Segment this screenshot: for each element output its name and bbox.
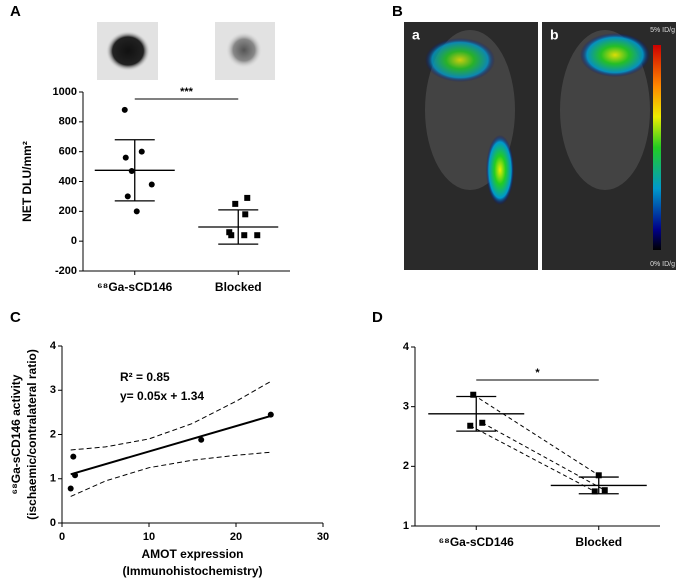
uptake xyxy=(486,135,514,205)
y-tick-label: 1 xyxy=(403,520,409,532)
y-tick-label: 600 xyxy=(59,146,77,158)
significance-label: *** xyxy=(180,86,194,98)
y-axis-label: (ischaemic/contralateral ratio) xyxy=(25,349,39,520)
y-tick-label: 2 xyxy=(50,428,56,440)
point xyxy=(591,488,598,495)
point xyxy=(242,211,249,218)
point xyxy=(128,168,135,175)
x-tick-label: 0 xyxy=(59,531,65,543)
colorbar xyxy=(653,45,661,250)
point xyxy=(232,200,239,207)
significance-label: * xyxy=(535,367,540,379)
confidence-band xyxy=(70,451,271,497)
point xyxy=(121,106,128,113)
uptake xyxy=(580,33,650,77)
annotation: R² = 0.85 xyxy=(120,370,170,384)
point xyxy=(72,472,79,479)
x-tick-label: ⁶⁸Ga-sCD146 xyxy=(97,280,173,294)
y-tick-label: 1 xyxy=(50,473,56,485)
x-tick-label: 10 xyxy=(143,531,155,543)
y-tick-label: 800 xyxy=(59,116,77,128)
point xyxy=(241,232,248,239)
panel-label: C xyxy=(10,309,21,326)
y-tick-label: -200 xyxy=(55,265,77,277)
confidence-band xyxy=(70,380,272,451)
image-label: b xyxy=(550,27,559,43)
point xyxy=(67,485,74,492)
x-tick-label: Blocked xyxy=(575,535,622,549)
x-tick-label: 30 xyxy=(317,531,329,543)
colorbar-label: 0% ID/g xyxy=(650,261,675,268)
point xyxy=(70,453,77,460)
y-tick-label: 4 xyxy=(50,340,57,352)
y-tick-label: 400 xyxy=(59,175,77,187)
y-tick-label: 3 xyxy=(403,401,409,413)
x-tick-label: 20 xyxy=(230,531,242,543)
y-tick-label: 3 xyxy=(50,384,56,396)
point xyxy=(267,411,274,418)
y-axis-label: NET DLU/mm² xyxy=(20,141,34,222)
point xyxy=(595,472,602,479)
panel-label: A xyxy=(10,3,21,20)
point xyxy=(148,181,155,188)
pair-line xyxy=(482,422,605,491)
y-tick-label: 4 xyxy=(403,341,410,353)
x-axis-label: AMOT expression xyxy=(141,547,243,561)
pair-line xyxy=(470,425,595,492)
y-tick-label: 200 xyxy=(59,205,77,217)
x-tick-label: Blocked xyxy=(215,280,262,294)
point xyxy=(138,148,145,155)
colorbar-label: 5% ID/g xyxy=(650,27,675,34)
x-tick-label: ⁶⁸Ga-sCD146 xyxy=(439,535,515,549)
error-bar xyxy=(218,209,259,245)
regression-line xyxy=(70,414,272,476)
point xyxy=(244,194,251,201)
autoradiograph-spot xyxy=(226,32,262,68)
y-axis-label: ⁶⁸Ga-sCD146 activity xyxy=(9,374,23,494)
error-bar xyxy=(114,139,155,202)
autoradiograph-spot xyxy=(106,31,150,71)
point xyxy=(122,154,129,161)
point xyxy=(470,391,477,398)
image-label: a xyxy=(412,27,420,43)
point xyxy=(124,193,131,200)
pair-line xyxy=(472,394,600,476)
point xyxy=(254,232,261,239)
x-axis-label: (Immunohistochemistry) xyxy=(122,564,262,578)
point xyxy=(467,422,474,429)
annotation: y= 0.05x + 1.34 xyxy=(120,389,204,403)
point xyxy=(601,487,608,494)
panel-label: D xyxy=(372,309,383,326)
panel-label: B xyxy=(392,3,403,20)
point xyxy=(133,208,140,215)
y-tick-label: 1000 xyxy=(53,86,77,98)
point xyxy=(228,232,235,239)
point xyxy=(479,419,486,426)
uptake xyxy=(425,38,495,82)
y-tick-label: 0 xyxy=(50,517,56,529)
y-tick-label: 2 xyxy=(403,460,409,472)
point xyxy=(198,436,205,443)
y-tick-label: 0 xyxy=(71,235,77,247)
